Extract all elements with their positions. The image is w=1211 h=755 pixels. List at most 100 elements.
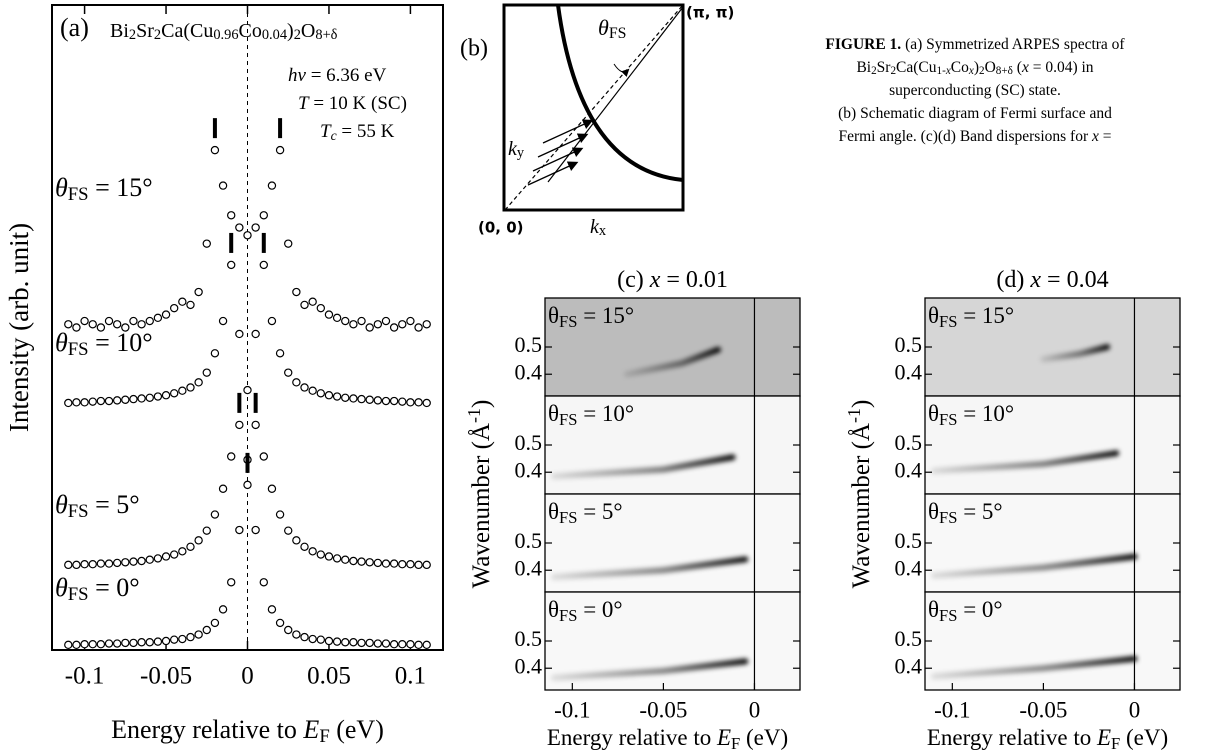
text-run: hν — [288, 65, 307, 86]
text-run: = 0° — [89, 573, 140, 602]
text-run: ( — [1013, 59, 1022, 76]
data-point — [414, 560, 423, 570]
data-point — [218, 484, 228, 493]
schematic-frame — [502, 3, 685, 212]
y-tick-label: 0.4 — [515, 555, 543, 580]
text-run: FS — [559, 410, 577, 429]
series — [64, 420, 431, 570]
data-point — [332, 637, 342, 646]
data-point — [324, 391, 334, 400]
y-tick-label: 0.5 — [515, 430, 543, 455]
data-point — [145, 316, 154, 326]
axis-label: ky — [508, 138, 525, 162]
text-run: Bi — [110, 20, 129, 42]
x-tick-label: 0 — [1129, 697, 1141, 722]
data-point — [72, 398, 81, 407]
text-run: Ca(Cu — [161, 20, 213, 42]
text-run: 8+δ — [315, 27, 337, 43]
text-run: 0.96 — [213, 27, 238, 43]
text-run: ) — [848, 400, 875, 408]
data-point — [275, 145, 285, 155]
data-point — [186, 383, 195, 392]
data-point — [422, 640, 431, 650]
text-run: θ — [928, 303, 939, 328]
data-point — [275, 510, 285, 519]
panel-title: (c) x = 0.01 — [617, 267, 728, 293]
data-point — [251, 223, 260, 232]
text-run: x — [649, 267, 661, 293]
band-dispersion — [931, 655, 1138, 680]
text-run: (c) — [617, 267, 650, 293]
data-point — [259, 260, 268, 270]
data-point — [235, 525, 244, 535]
data-point — [414, 398, 423, 407]
data-point — [357, 316, 366, 326]
y-tick-label: 0.4 — [515, 457, 543, 482]
data-point — [292, 378, 301, 387]
corner-label: (π, π) — [686, 4, 734, 22]
text-run: Sr — [136, 20, 154, 42]
band-dispersion — [551, 556, 749, 581]
annotation: Tc = 55 K — [320, 121, 395, 143]
text-run: (d) — [996, 267, 1030, 293]
series-label: θFS = 15° — [55, 173, 153, 205]
y-tick-label: 0.4 — [895, 653, 923, 678]
text-run: x — [1021, 59, 1029, 76]
caption-line: superconducting (SC) state. — [889, 82, 1061, 99]
text-run: = 0.04 — [1041, 267, 1109, 293]
y-tick-label: 0.5 — [895, 430, 923, 455]
data-point — [178, 297, 187, 306]
text-run: = — [1099, 128, 1112, 145]
data-point — [137, 394, 146, 403]
text-run: T — [298, 93, 310, 114]
y-tick-label: 0.4 — [515, 653, 543, 678]
data-point — [365, 395, 374, 404]
text-run: Wavenumber (Å — [468, 423, 495, 588]
data-point — [398, 560, 407, 569]
data-point — [259, 211, 268, 220]
data-point — [357, 394, 366, 404]
text-run: x — [945, 65, 951, 77]
data-point — [121, 323, 130, 332]
data-point — [300, 542, 309, 552]
text-run: -1 — [464, 408, 484, 423]
text-run: 0.04 — [262, 27, 287, 43]
text-run: = 5° — [957, 499, 1002, 524]
x-axis-label: Energy relative to EF (eV) — [111, 715, 384, 747]
text-run: 1- — [937, 65, 947, 77]
data-point — [422, 560, 431, 570]
data-point — [324, 310, 334, 319]
text-run: (eV) — [1120, 725, 1168, 750]
y-tick-label: 0.4 — [515, 359, 543, 384]
text-run: 2 — [871, 65, 877, 77]
text-run: FS — [939, 606, 957, 625]
text-run: Co — [239, 20, 262, 42]
data-point — [194, 378, 203, 387]
text-run: 2 — [154, 27, 161, 43]
data-point — [324, 552, 334, 561]
text-run: F — [731, 734, 740, 753]
text-run: 2 — [890, 65, 896, 77]
data-point — [210, 349, 220, 358]
data-point — [284, 368, 293, 377]
text-run: Fermi angle. (c)(d) Band dispersions for — [838, 128, 1092, 145]
data-point — [129, 394, 138, 404]
data-point — [243, 231, 252, 240]
y-tick-label: 0.5 — [515, 528, 543, 553]
band-dispersion — [551, 658, 749, 681]
text-run: = 5° — [89, 490, 140, 519]
data-point — [210, 618, 220, 628]
data-point — [349, 320, 358, 329]
data-point — [96, 639, 106, 649]
data-point — [72, 560, 81, 570]
data-point — [373, 639, 383, 648]
band-dispersion — [931, 553, 1138, 579]
data-point — [414, 640, 423, 650]
data-point — [357, 638, 366, 648]
data-point — [80, 316, 89, 326]
data-point — [112, 320, 122, 329]
panel-title: (d) x = 0.04 — [996, 267, 1108, 293]
x-tick-label: 0 — [749, 697, 761, 722]
data-point — [153, 637, 163, 646]
